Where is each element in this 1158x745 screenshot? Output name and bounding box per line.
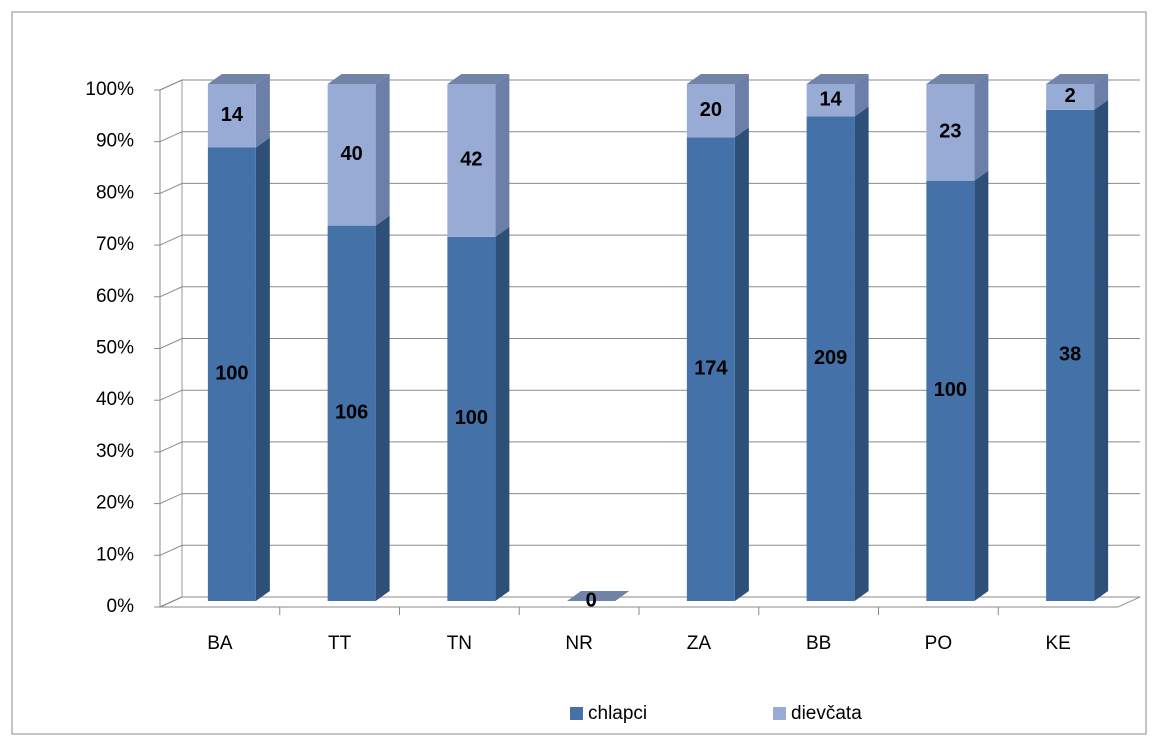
data-label: 2 [1065, 85, 1076, 107]
bar [1046, 109, 1095, 601]
y-tick-label: 10% [96, 544, 134, 565]
data-label: 14 [221, 104, 244, 126]
y-tick-label: 90% [96, 131, 134, 152]
bar [207, 84, 256, 148]
data-label: 106 [335, 402, 368, 424]
bar-side [255, 74, 270, 148]
bar [447, 236, 496, 601]
y-tick-label: 20% [96, 493, 134, 514]
bar [926, 180, 975, 601]
data-label: 23 [939, 121, 961, 143]
bar-top [1046, 74, 1109, 84]
bar [207, 147, 256, 602]
bar-side [734, 74, 749, 138]
x-tick-label: TT [328, 633, 352, 654]
data-label: 42 [460, 149, 482, 171]
bar-top [567, 591, 630, 601]
x-tick-label: TN [447, 633, 472, 654]
x-tick-label: BB [806, 633, 831, 654]
legend-swatch [773, 707, 786, 720]
bar-side [734, 127, 749, 602]
x-tick-label: NR [565, 633, 592, 654]
data-label: 40 [341, 143, 363, 165]
legend-label: dievčata [791, 703, 862, 724]
data-label: 38 [1059, 344, 1081, 366]
data-label: 20 [700, 99, 722, 121]
bar-side [1094, 74, 1109, 110]
bar-top [926, 74, 989, 84]
bar-top [686, 74, 749, 84]
data-label: 100 [455, 407, 488, 429]
x-tick-label: BA [207, 633, 233, 654]
bar-side [495, 226, 510, 601]
bar-side [854, 106, 869, 601]
y-tick-label: 60% [96, 286, 134, 307]
data-label: 14 [820, 89, 843, 111]
bar-side [974, 74, 989, 181]
data-label: 209 [814, 347, 847, 369]
y-tick-label: 50% [96, 338, 134, 359]
data-label: 100 [934, 379, 967, 401]
data-label: 0 [586, 589, 597, 611]
y-tick-label: 70% [96, 234, 134, 255]
bar-side [255, 137, 270, 602]
bar-top [806, 74, 869, 84]
bar-side [854, 74, 869, 117]
y-tick-label: 30% [96, 441, 134, 462]
bar-top [447, 74, 510, 84]
bar [327, 84, 376, 226]
bar [686, 84, 735, 138]
y-tick-label: 80% [96, 182, 134, 203]
legend-label: chlapci [588, 703, 647, 724]
bar [806, 116, 855, 601]
x-tick-label: ZA [687, 633, 712, 654]
bar-top [327, 74, 390, 84]
bar-side [375, 215, 390, 601]
x-tick-label: PO [925, 633, 952, 654]
bar [926, 84, 975, 181]
bar-side [974, 170, 989, 601]
y-tick-label: 40% [96, 389, 134, 410]
y-tick-label: 100% [85, 79, 134, 100]
bar-top [207, 74, 270, 84]
bar [806, 84, 855, 117]
y-tick-label: 0% [107, 596, 135, 617]
bar-side [1094, 99, 1109, 601]
bar-side [375, 74, 390, 226]
bar [686, 137, 735, 602]
bar [1046, 84, 1095, 110]
x-tick-label: KE [1045, 633, 1070, 654]
bar [327, 225, 376, 601]
bar-side [495, 74, 510, 237]
data-label: 174 [694, 357, 728, 379]
legend-swatch [570, 707, 583, 720]
bar [447, 84, 496, 237]
data-label: 100 [215, 363, 248, 385]
